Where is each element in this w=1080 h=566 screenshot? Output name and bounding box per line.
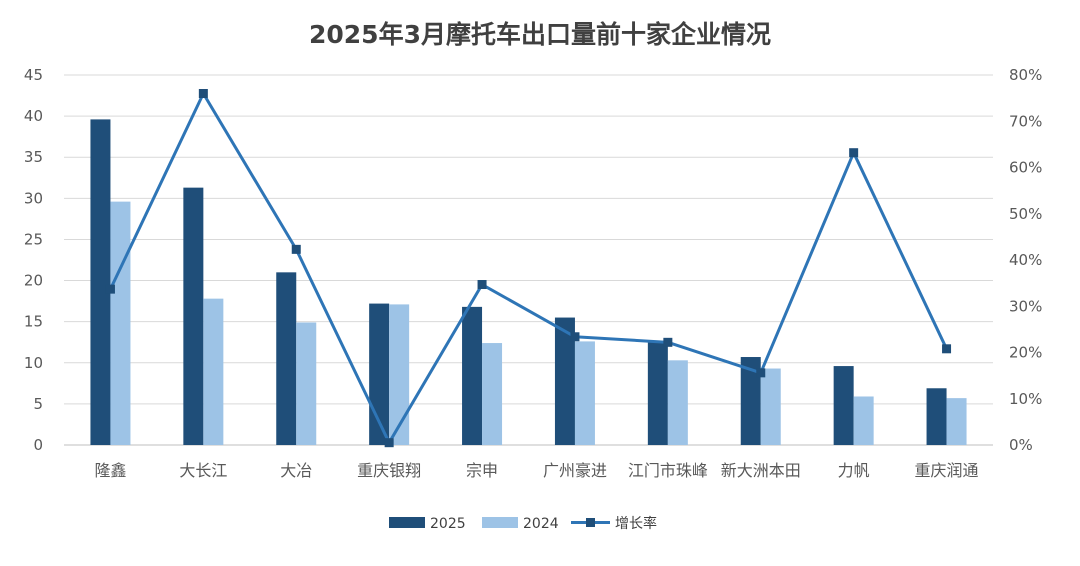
category-label: 重庆银翔	[357, 461, 421, 480]
growth-line	[105, 89, 952, 448]
left-tick-label: 40	[24, 107, 43, 125]
left-tick-label: 20	[24, 272, 43, 290]
bar-2024	[946, 398, 967, 445]
bars	[90, 119, 967, 446]
right-tick-label: 70%	[1009, 112, 1042, 130]
growth-rate-marker	[198, 89, 208, 98]
chart-title: 2025年3月摩托车出口量前十家企业情况	[309, 20, 771, 49]
bar-2024	[110, 201, 131, 445]
bar-2024	[482, 343, 503, 445]
right-tick-label: 30%	[1009, 297, 1042, 315]
bar-2024	[296, 322, 317, 445]
left-tick-label: 30	[24, 189, 43, 207]
growth-rate-marker	[384, 438, 394, 448]
legend-label-2024: 2024	[523, 516, 559, 532]
left-tick-label: 45	[24, 66, 43, 84]
legend-label-growth: 增长率	[615, 515, 657, 532]
bar-2024	[574, 341, 595, 445]
category-label: 重庆润通	[915, 461, 979, 480]
legend-swatch-2025	[389, 517, 425, 528]
legend-label-2025: 2025	[430, 516, 466, 532]
growth-rate-marker	[849, 148, 859, 158]
category-labels: 隆鑫 大长江 大冶 重庆银翔 宗申 广州豪进 江门市珠峰 新大洲本田 力帆 重庆润通	[94, 461, 978, 480]
right-tick-label: 80%	[1009, 66, 1042, 84]
left-axis: 0 5 10 15 20 25 30 35 40 45	[24, 66, 43, 454]
bar-2025	[183, 187, 204, 445]
bar-2024	[667, 360, 688, 445]
category-label: 宗申	[466, 461, 498, 480]
bar-2025	[740, 357, 761, 445]
bar-2024	[203, 298, 224, 445]
category-label: 新大洲本田	[721, 461, 801, 480]
growth-rate-marker	[756, 368, 766, 378]
left-tick-label: 25	[24, 230, 43, 248]
growth-rate-line	[109, 92, 948, 445]
category-label: 力帆	[838, 461, 870, 480]
left-tick-label: 15	[24, 313, 43, 331]
growth-rate-marker	[477, 280, 487, 290]
bar-2025	[554, 317, 575, 445]
left-tick-label: 0	[33, 436, 43, 454]
left-tick-label: 10	[24, 354, 43, 372]
category-label: 广州豪进	[543, 461, 607, 480]
bar-2025	[462, 306, 483, 445]
category-label: 江门市珠峰	[628, 461, 708, 480]
left-tick-label: 35	[24, 148, 43, 166]
right-tick-label: 20%	[1009, 344, 1042, 362]
bar-2025	[90, 119, 111, 446]
bar-2024	[389, 304, 410, 445]
bar-2024	[853, 396, 874, 445]
legend-swatch-2024	[482, 517, 518, 528]
growth-rate-marker	[105, 284, 115, 294]
right-axis: 0% 10% 20% 30% 40% 50% 60% 70% 80%	[1009, 66, 1042, 454]
left-tick-label: 5	[33, 395, 43, 413]
legend-marker-growth	[586, 518, 595, 527]
bar-2025	[833, 366, 854, 445]
bar-2025	[647, 341, 668, 445]
category-label: 隆鑫	[94, 461, 126, 480]
right-tick-label: 10%	[1009, 390, 1042, 408]
right-tick-label: 40%	[1009, 251, 1042, 269]
growth-rate-marker	[942, 344, 952, 354]
bar-2025	[276, 272, 297, 445]
right-tick-label: 60%	[1009, 159, 1042, 177]
category-label: 大冶	[280, 461, 312, 480]
growth-rate-marker	[663, 337, 673, 347]
legend: 2025 2024 增长率	[389, 515, 657, 532]
bar-2024	[760, 368, 781, 445]
growth-rate-marker	[291, 244, 301, 254]
bar-2025	[926, 388, 947, 445]
right-tick-label: 50%	[1009, 205, 1042, 223]
growth-rate-marker	[570, 332, 580, 342]
category-label: 大长江	[179, 461, 227, 480]
right-tick-label: 0%	[1009, 436, 1033, 454]
